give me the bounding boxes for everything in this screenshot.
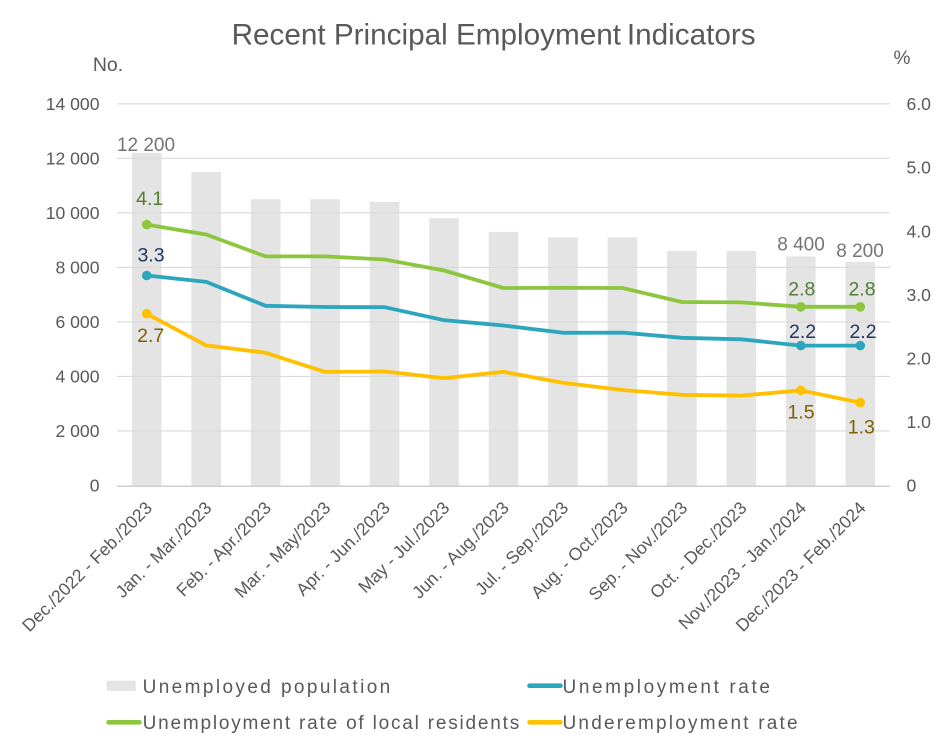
svg-text:1.3: 1.3	[848, 416, 875, 438]
svg-text:8 000: 8 000	[55, 258, 99, 278]
svg-text:4.0: 4.0	[907, 221, 932, 241]
svg-text:3.3: 3.3	[137, 244, 164, 266]
svg-text:2.7: 2.7	[137, 325, 164, 347]
svg-text:4.1: 4.1	[136, 188, 163, 210]
svg-text:10 000: 10 000	[46, 203, 100, 223]
svg-text:2.0: 2.0	[907, 349, 932, 369]
svg-text:6 000: 6 000	[55, 312, 99, 332]
svg-text:1.5: 1.5	[787, 402, 814, 424]
svg-text:8 400: 8 400	[777, 235, 825, 256]
svg-text:2.8: 2.8	[848, 278, 875, 300]
svg-text:6.0: 6.0	[907, 94, 932, 114]
svg-text:2.2: 2.2	[789, 321, 816, 343]
svg-text:12 200: 12 200	[117, 135, 175, 156]
svg-text:Unemployment rate of local res: Unemployment rate of local residents	[143, 713, 521, 734]
svg-text:1.0: 1.0	[907, 412, 932, 432]
svg-text:2 000: 2 000	[55, 421, 99, 441]
svg-text:14 000: 14 000	[46, 94, 100, 114]
svg-text:0: 0	[907, 476, 917, 496]
svg-text:No.: No.	[93, 54, 123, 76]
svg-text:Unemployment rate: Unemployment rate	[563, 677, 773, 698]
svg-text:2.8: 2.8	[788, 278, 815, 300]
svg-text:3.0: 3.0	[907, 285, 932, 305]
svg-text:Underemployment rate: Underemployment rate	[563, 713, 800, 734]
svg-text:0: 0	[90, 476, 100, 496]
svg-text:8 200: 8 200	[836, 241, 884, 262]
svg-text:2.2: 2.2	[849, 321, 876, 343]
svg-text:4 000: 4 000	[55, 367, 99, 387]
svg-text:12 000: 12 000	[46, 149, 100, 169]
svg-text:Recent Principal Employment In: Recent Principal Employment Indicators	[232, 18, 756, 51]
svg-text:%: %	[894, 48, 911, 69]
svg-text:5.0: 5.0	[907, 158, 932, 178]
svg-text:Unemployed population: Unemployed population	[143, 677, 393, 698]
